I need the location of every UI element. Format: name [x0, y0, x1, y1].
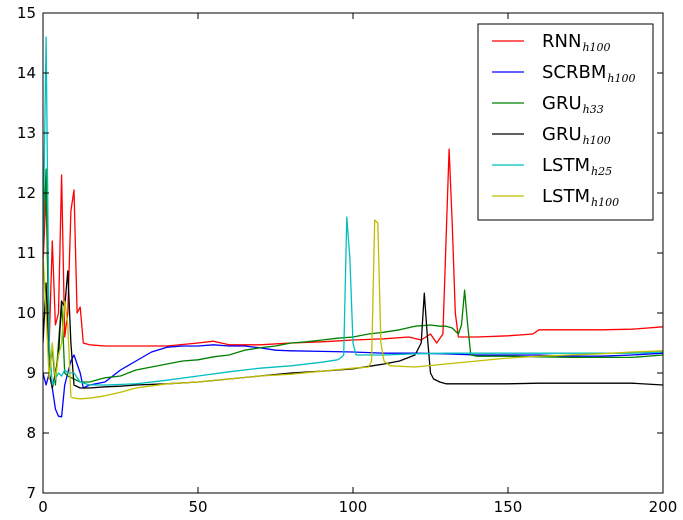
x-tick-label: 100	[339, 498, 368, 516]
series-line-lstm-h25	[43, 36, 663, 386]
x-tick-label: 200	[649, 498, 678, 516]
legend-label-subscript: h33	[583, 103, 604, 116]
y-tick-label: 15	[17, 4, 36, 22]
series-line-gru-h33	[43, 168, 663, 386]
y-tick-label: 10	[17, 304, 36, 322]
series-lines	[43, 36, 663, 418]
legend-label: LSTM	[542, 186, 590, 207]
legend-label-subscript: h100	[582, 41, 610, 54]
legend-label-subscript: h100	[591, 196, 619, 209]
legend-label: LSTM	[542, 155, 590, 176]
legend-label: GRU	[542, 124, 582, 145]
legend-label: RNN	[542, 31, 581, 52]
y-tick-label: 13	[17, 124, 36, 142]
x-tick-label: 50	[188, 498, 207, 516]
legend-label-subscript: h100	[583, 134, 611, 147]
legend-label-subscript: h25	[591, 165, 612, 178]
axis-ticks: 0 50 100 150 200 7 8 9 10 11 12 13 14 15	[17, 4, 677, 516]
legend-box	[477, 23, 654, 221]
series-line-scrbm-h100	[43, 344, 663, 418]
x-tick-label: 0	[38, 498, 48, 516]
y-tick-label: 14	[17, 64, 36, 82]
x-tick-label: 150	[494, 498, 523, 516]
legend-label: SCRBM	[542, 62, 606, 83]
y-tick-label: 9	[26, 364, 36, 382]
legend-label: GRU	[542, 93, 582, 114]
y-tick-label: 8	[26, 424, 36, 442]
series-line-lstm-h100	[43, 219, 663, 400]
y-tick-label: 12	[17, 184, 36, 202]
y-tick-label: 7	[26, 484, 36, 502]
series-line-rnn-h100	[43, 148, 663, 347]
y-tick-label: 11	[17, 244, 36, 262]
legend-label-subscript: h100	[607, 72, 635, 85]
